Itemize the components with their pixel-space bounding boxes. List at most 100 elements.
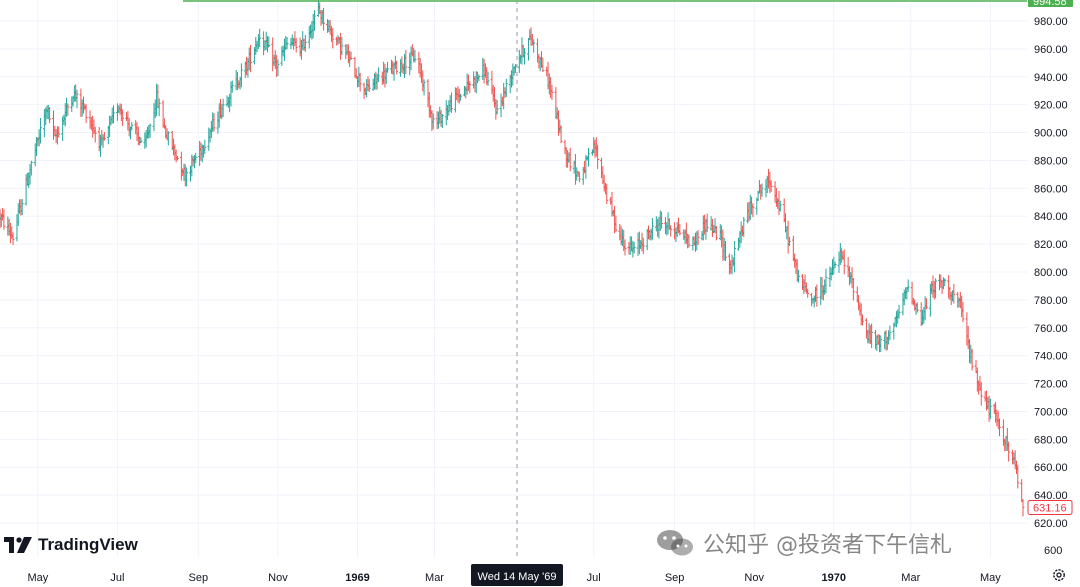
ohlc-bar — [303, 35, 307, 52]
ohlc-bar — [559, 125, 563, 144]
ohlc-bar — [294, 38, 298, 53]
ohlc-bar — [358, 72, 362, 92]
ohlc-bar — [495, 100, 499, 115]
ohlc-bar — [258, 28, 262, 48]
time-tick-label: Nov — [268, 572, 288, 584]
ohlc-bar — [285, 37, 289, 50]
ohlc-bar — [934, 278, 937, 299]
ohlc-bar — [641, 237, 645, 255]
ohlc-bar — [523, 48, 526, 65]
ohlc-bar — [815, 284, 819, 307]
wechat-icon — [657, 530, 693, 556]
price-tick-label: 720.00 — [1034, 379, 1068, 391]
ohlc-bar — [20, 199, 24, 216]
ohlc-bar — [93, 126, 97, 143]
ohlc-bar — [130, 121, 134, 131]
ohlc-bar — [596, 144, 600, 169]
ohlc-bar — [760, 183, 764, 197]
ohlc-bar — [577, 171, 581, 183]
last-price-label: 631.16 — [1033, 502, 1067, 514]
time-tick-label: Sep — [189, 572, 209, 584]
time-tick-label: May — [980, 572, 1001, 584]
watermark: 公知乎 @投资者下午信札 — [655, 528, 952, 558]
tradingview-logo[interactable]: TradingView — [4, 534, 138, 556]
price-tick-label: 640.00 — [1034, 490, 1068, 502]
crosshair-date-badge — [471, 564, 563, 586]
ohlc-bar — [322, 7, 326, 31]
ohlc-bar — [179, 151, 183, 181]
ohlc-bar — [705, 213, 709, 233]
watermark-text: 公知乎 @投资者下午信札 — [703, 533, 952, 558]
price-tick-label: 680.00 — [1034, 434, 1068, 446]
time-tick-label: 1969 — [345, 572, 369, 584]
last-price-badge — [1027, 499, 1073, 515]
price-tick-label: 800.00 — [1034, 267, 1068, 279]
ohlc-bar — [769, 180, 773, 192]
ohlc-bar — [651, 218, 654, 240]
ohlc-bar — [897, 304, 901, 319]
ohlc-bar — [440, 113, 444, 129]
price-tick-label: 660.00 — [1034, 462, 1068, 474]
ohlc-bar — [851, 278, 855, 301]
ohlc-bar — [340, 36, 344, 56]
price-tick-label: 920.00 — [1034, 100, 1068, 112]
ohlc-bar — [313, 10, 316, 31]
ohlc-bar — [541, 57, 545, 73]
time-tick-label: Sep — [665, 572, 685, 584]
price-tick-label: 700.00 — [1034, 406, 1068, 418]
ohlc-bar — [550, 84, 554, 101]
ohlc-bar — [1020, 479, 1024, 503]
ohlc-bar — [39, 117, 42, 144]
ohlc-bar — [587, 147, 590, 167]
price-tick-label: 840.00 — [1034, 211, 1068, 223]
ohlc-bar — [176, 155, 179, 161]
ohlc-bar — [988, 398, 992, 420]
ohlc-bar — [422, 79, 426, 96]
ohlc-bar — [121, 109, 125, 127]
ohlc-bar — [271, 37, 275, 72]
ohlc-bar — [2, 209, 6, 230]
ohlc-bar — [468, 81, 472, 94]
settings-gear-icon[interactable] — [1052, 568, 1066, 582]
grid — [0, 0, 1027, 557]
price-tick-label: 980.00 — [1034, 16, 1068, 28]
ohlc-bar — [870, 323, 874, 349]
ohlc-bar — [166, 131, 170, 146]
ohlc-bar — [239, 63, 243, 88]
ohlc-bar — [112, 105, 115, 124]
ohlc-bar — [696, 230, 700, 246]
tradingview-logo-icon — [4, 537, 32, 553]
ohlc-bar — [139, 137, 143, 143]
ohlc-bar — [952, 283, 956, 304]
time-tick-label: Nov — [744, 572, 764, 584]
ohlc-bar — [1021, 499, 1025, 517]
ohlc-bar — [842, 249, 846, 275]
ohlc-bar — [48, 107, 51, 124]
price-tick-label: 820.00 — [1034, 239, 1068, 251]
overlays — [183, 0, 1027, 557]
ohlc-bar — [998, 418, 1001, 437]
ohlc-bar — [623, 239, 627, 256]
ohlc-bar — [915, 302, 919, 313]
ohlc-bar — [925, 298, 928, 310]
price-tick-label: 940.00 — [1034, 72, 1068, 84]
ohlc-bar — [906, 279, 910, 292]
ohlc-bar — [459, 93, 463, 101]
ohlc-bar — [751, 203, 755, 218]
price-tick-label: 600 — [1044, 545, 1062, 557]
time-tick-label: Jul — [587, 572, 601, 584]
ohlc-bar — [221, 98, 225, 118]
ohlc-bar — [568, 147, 572, 172]
ohlc-bar — [979, 381, 983, 406]
ohlc-bar — [404, 49, 408, 74]
ohlc-bar — [157, 98, 161, 117]
price-tick-label: 760.00 — [1034, 323, 1068, 335]
price-tick-label: 780.00 — [1034, 295, 1068, 307]
ohlc-bar — [833, 261, 837, 269]
ohlc-bar — [249, 44, 252, 73]
crosshair-date-label: Wed 14 May '69 — [478, 571, 557, 583]
ohlc-bar — [276, 59, 280, 77]
high-price-label: 994.58 — [1033, 0, 1067, 8]
